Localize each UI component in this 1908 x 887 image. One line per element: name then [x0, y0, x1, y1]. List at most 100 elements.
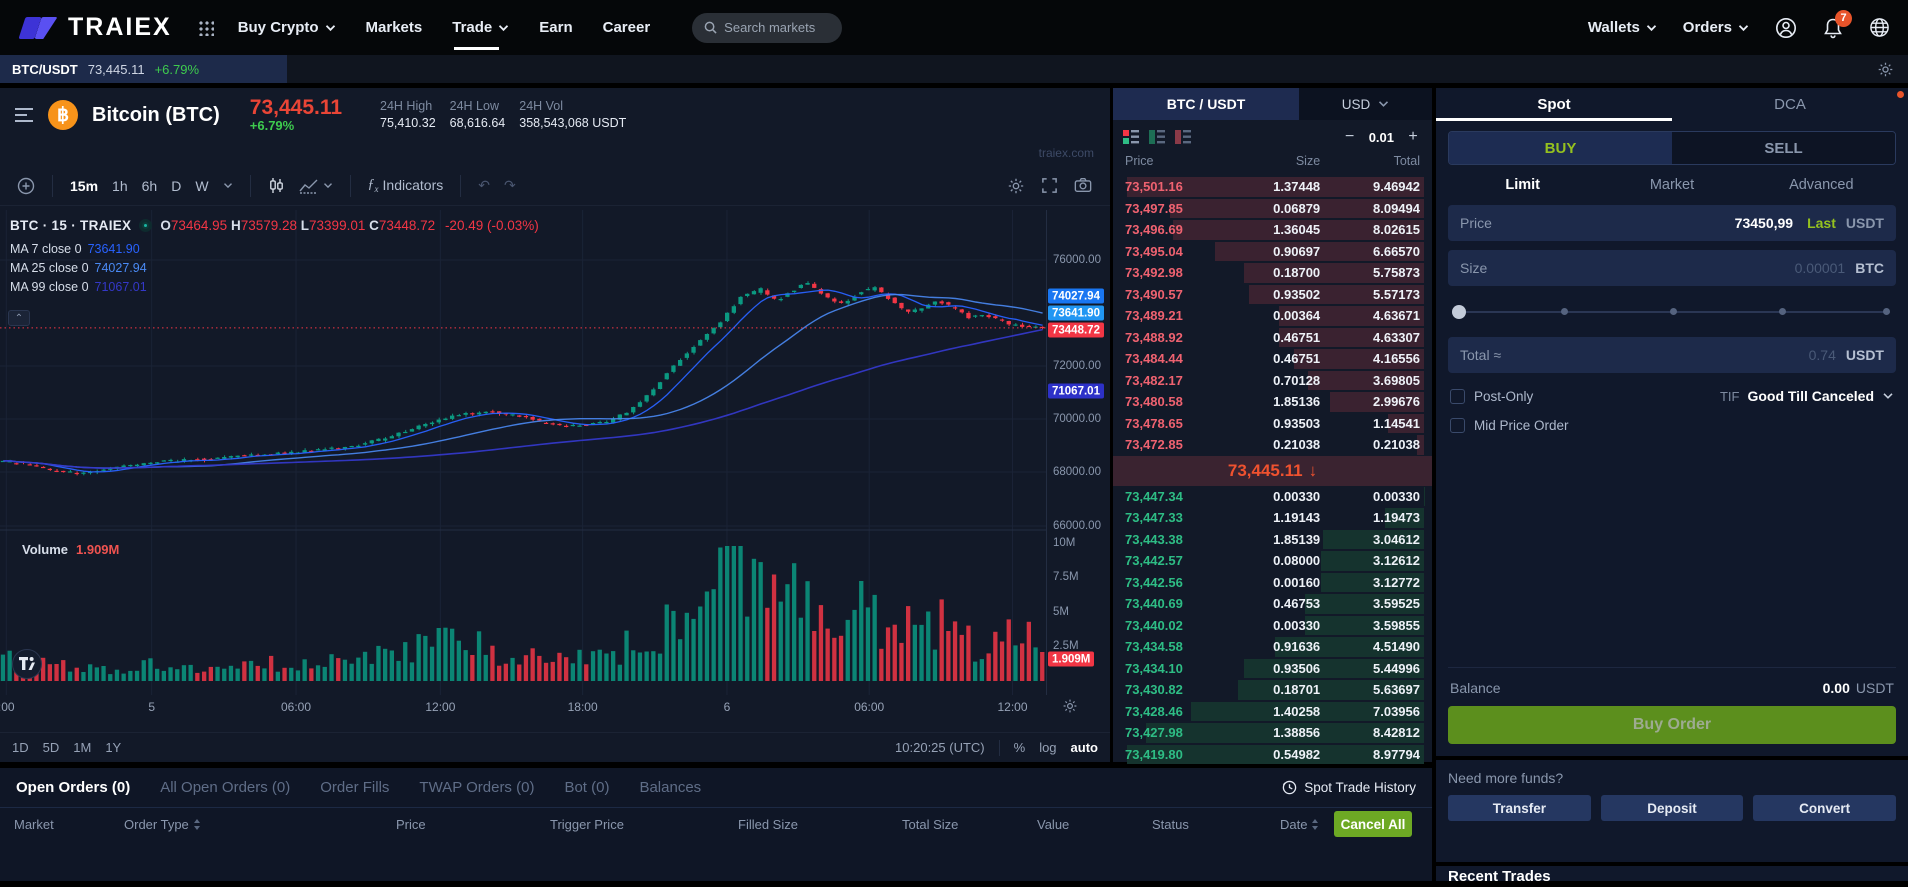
order-type-limit[interactable]: Limit [1448, 177, 1597, 193]
profile-avatar[interactable] [1775, 17, 1797, 39]
notifications-button[interactable]: 7 [1823, 17, 1843, 39]
column-filled-size[interactable]: Filled Size [738, 817, 798, 832]
column-status[interactable]: Status [1152, 817, 1189, 832]
tab-order-fills[interactable]: Order Fills [320, 779, 389, 796]
sell-tab[interactable]: SELL [1672, 132, 1895, 164]
legend-symbol[interactable]: BTC · 15 · TRAIEX [10, 218, 131, 233]
nav-item-earn[interactable]: Earn [539, 13, 572, 42]
candlestick-chart[interactable] [0, 210, 1046, 695]
mid-price-checkbox[interactable] [1450, 418, 1465, 433]
buy-tab[interactable]: BUY [1449, 132, 1672, 164]
transfer-button[interactable]: Transfer [1448, 795, 1591, 821]
orderbook-mid-price[interactable]: 73,445.11↓ [1113, 456, 1432, 486]
orderbook-currency-select[interactable]: USD [1299, 88, 1432, 120]
deposit-button[interactable]: Deposit [1601, 795, 1744, 821]
tick-decrease-button[interactable]: − [1341, 128, 1359, 146]
axis-settings-button[interactable] [1062, 698, 1078, 714]
scale-%[interactable]: % [1014, 740, 1026, 755]
range-5D[interactable]: 5D [43, 740, 60, 755]
size-field[interactable]: Size 0.00001 BTC [1448, 250, 1896, 286]
ticker-settings-button[interactable] [1877, 61, 1894, 78]
size-slider[interactable] [1454, 297, 1890, 327]
nav-item-markets[interactable]: Markets [366, 13, 423, 42]
undo-button[interactable]: ↶ [471, 173, 497, 198]
chart-area[interactable]: BTC · 15 · TRAIEX O73464.95 H73579.28 L7… [0, 210, 1110, 695]
collapse-toolbar-button[interactable]: ⌃ [8, 310, 30, 326]
snapshot-button[interactable] [1074, 177, 1092, 195]
column-market[interactable]: Market [14, 817, 54, 832]
area-style-button[interactable] [292, 174, 340, 198]
tab-dca[interactable]: DCA [1672, 88, 1908, 121]
tradingview-logo[interactable] [12, 649, 42, 679]
column-order-type[interactable]: Order Type [124, 817, 201, 832]
chart-settings-button[interactable] [1007, 177, 1025, 195]
fullscreen-button[interactable] [1041, 177, 1058, 195]
candle-style-button[interactable] [261, 173, 292, 199]
range-1Y[interactable]: 1Y [105, 740, 121, 755]
interval-1h[interactable]: 1h [105, 174, 135, 198]
scale-log[interactable]: log [1039, 740, 1056, 755]
range-1M[interactable]: 1M [73, 740, 91, 755]
convert-button[interactable]: Convert [1753, 795, 1896, 821]
orderbook-pair-tab[interactable]: BTC / USDT [1113, 88, 1299, 120]
nav-item-buy-crypto[interactable]: Buy Crypto [238, 13, 336, 42]
column-value[interactable]: Value [1037, 817, 1069, 832]
range-1D[interactable]: 1D [12, 740, 29, 755]
add-symbol-button[interactable] [10, 173, 42, 199]
interval-dropdown[interactable] [216, 178, 240, 193]
buy-order-button[interactable]: Buy Order [1448, 706, 1896, 744]
spot-trade-history-link[interactable]: Spot Trade History [1282, 780, 1416, 795]
traiex-logo[interactable]: TRAIEX [18, 13, 172, 42]
book-view-both-icon[interactable] [1123, 130, 1139, 144]
language-button[interactable] [1869, 17, 1890, 38]
column-trigger-price[interactable]: Trigger Price [550, 817, 624, 832]
book-view-asks-icon[interactable] [1175, 130, 1191, 144]
tab-all-open-orders-0-[interactable]: All Open Orders (0) [160, 779, 290, 796]
redo-button[interactable]: ↷ [497, 173, 523, 198]
interval-W[interactable]: W [188, 174, 215, 198]
total-field[interactable]: Total ≈ 0.74 USDT [1448, 337, 1896, 373]
cancel-all-button[interactable]: Cancel All [1334, 811, 1412, 837]
apps-grid-icon[interactable] [198, 20, 214, 36]
price-field[interactable]: Price 73450,99 Last USDT [1448, 205, 1896, 241]
nav-item-trade[interactable]: Trade [452, 13, 509, 42]
slider-handle[interactable] [1452, 305, 1466, 319]
tick-increase-button[interactable]: + [1404, 128, 1422, 146]
column-total-size[interactable]: Total Size [902, 817, 958, 832]
scale-auto[interactable]: auto [1071, 740, 1098, 755]
search-markets-input[interactable]: Search markets [692, 13, 842, 43]
ticker-pair-tab[interactable]: BTC/USDT 73,445.11 +6.79% [0, 55, 287, 83]
interval-15m[interactable]: 15m [63, 174, 105, 198]
last-price-button[interactable]: Last [1807, 215, 1836, 231]
chart-clock[interactable]: 10:20:25 (UTC) [895, 740, 985, 755]
indicators-button[interactable]: ƒx Indicators [361, 173, 451, 198]
order-type-market[interactable]: Market [1597, 177, 1746, 193]
column-date[interactable]: Date [1280, 817, 1319, 832]
